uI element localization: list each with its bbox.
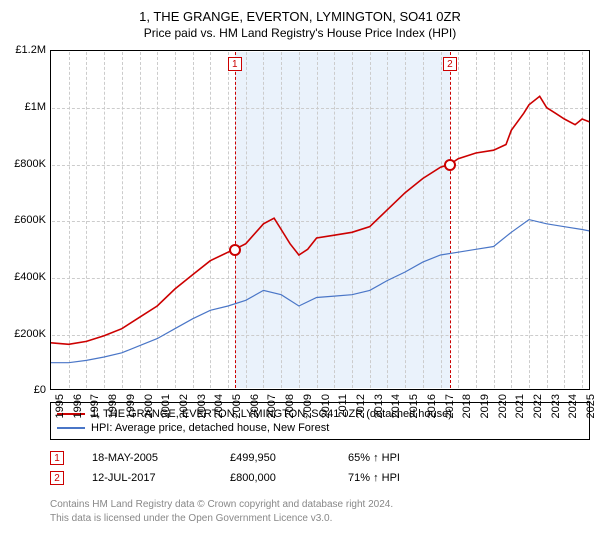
x-axis-tick: 2007 [266,394,278,418]
x-axis-tick: 2014 [390,394,402,418]
x-axis-tick: 2018 [461,394,473,418]
x-axis-tick: 1997 [89,394,101,418]
sale-date: 12-JUL-2017 [92,472,202,484]
sale-delta: 71% ↑ HPI [348,472,400,484]
sale-row: 1 18-MAY-2005 £499,950 65% ↑ HPI [50,448,590,468]
sale-price: £800,000 [230,472,320,484]
x-axis-tick: 2023 [550,394,562,418]
y-axis-tick: £1M [25,101,46,113]
sale-marker-icon: 1 [50,451,64,465]
y-axis-tick: £1.2M [15,44,46,56]
sale-row: 2 12-JUL-2017 £800,000 71% ↑ HPI [50,468,590,488]
x-axis-tick: 2003 [196,394,208,418]
x-axis-tick: 2022 [532,394,544,418]
sales-table: 1 18-MAY-2005 £499,950 65% ↑ HPI 2 12-JUL-201… [50,448,590,488]
x-axis-tick: 2011 [337,394,349,418]
x-axis-tick: 2010 [320,394,332,418]
sale-marker-1: 1 [228,57,242,71]
chart-subtitle: Price paid vs. HM Land Registry's House … [0,26,600,46]
x-axis-tick: 2019 [479,394,491,418]
x-axis-tick: 2001 [160,394,172,418]
x-axis-tick: 2000 [143,394,155,418]
legend-item: HPI: Average price, detached house, New … [57,421,583,435]
legend-swatch [57,427,85,429]
x-axis-tick: 2020 [497,394,509,418]
series-property [51,96,589,344]
plot-frame: 12 [50,50,590,390]
footnote-line: Contains HM Land Registry data © Crown c… [50,498,590,512]
y-axis-tick: £800K [14,158,46,170]
x-axis-tick: 1995 [54,394,66,418]
x-axis-tick: 2024 [567,394,579,418]
y-axis-tick: £0 [34,384,46,396]
sale-date: 18-MAY-2005 [92,452,202,464]
series-hpi [51,220,589,363]
x-axis-tick: 2005 [231,394,243,418]
x-axis-tick: 2021 [514,394,526,418]
chart-title: 1, THE GRANGE, EVERTON, LYMINGTON, SO41 … [0,0,600,26]
y-axis-tick: £400K [14,271,46,283]
chart-svg [51,51,591,391]
chart-area: 12 £0£200K£400K£600K£800K£1M£1.2M 199519… [50,50,590,390]
sale-marker-2: 2 [443,57,457,71]
y-axis-tick: £600K [14,214,46,226]
sale-price: £499,950 [230,452,320,464]
sale-delta: 65% ↑ HPI [348,452,400,464]
x-axis-tick: 2015 [408,394,420,418]
x-axis-tick: 2017 [444,394,456,418]
footnote: Contains HM Land Registry data © Crown c… [50,498,590,525]
x-axis-tick: 2002 [178,394,190,418]
x-axis-tick: 2009 [302,394,314,418]
x-axis-tick: 1998 [107,394,119,418]
x-axis-tick: 2025 [585,394,597,418]
footnote-line: This data is licensed under the Open Gov… [50,512,590,526]
x-axis-tick: 2006 [249,394,261,418]
x-axis-tick: 2004 [213,394,225,418]
x-axis-tick: 1996 [72,394,84,418]
sale-marker-icon: 2 [50,471,64,485]
y-axis-tick: £200K [14,328,46,340]
x-axis-tick: 2012 [355,394,367,418]
x-axis-tick: 2008 [284,394,296,418]
x-axis-tick: 2013 [373,394,385,418]
x-axis-tick: 1999 [125,394,137,418]
x-axis-tick: 2016 [426,394,438,418]
legend-label: HPI: Average price, detached house, New … [91,422,329,434]
